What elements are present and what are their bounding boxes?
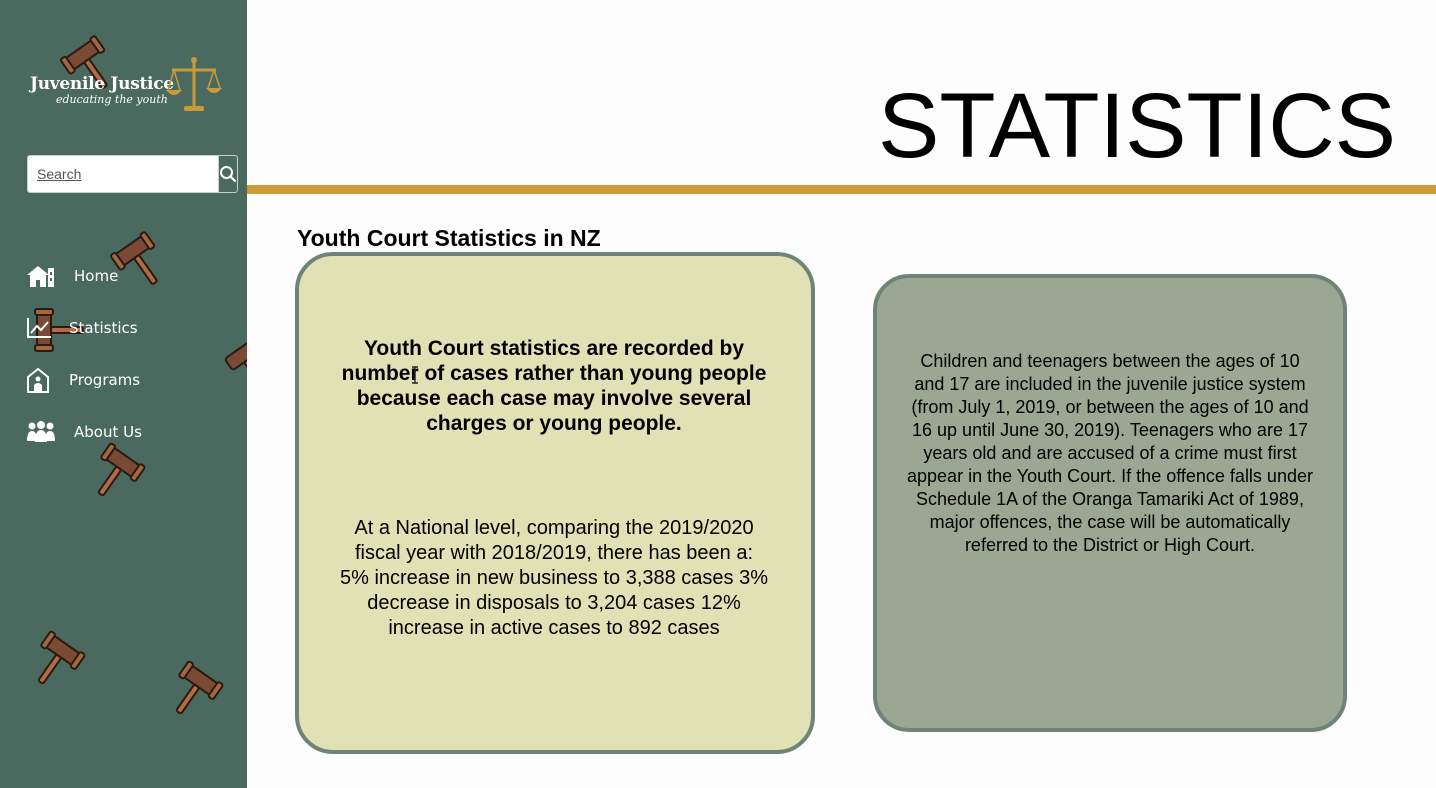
logo-title: Juvenile Justice [30,74,174,94]
scales-of-justice-icon [166,57,222,111]
nav-item-label: Programs [69,371,141,389]
nav-item-statistics[interactable]: Statistics [26,314,138,342]
nav-item-label: About Us [74,423,142,441]
gavel-icon [175,660,224,715]
nav-item-home[interactable]: Home [26,262,118,290]
search-icon [220,166,237,183]
gavel-icon [37,630,86,685]
text-cursor-icon [412,366,418,384]
section-heading: Youth Court Statistics in NZ [297,225,601,251]
nav-item-programs[interactable]: Programs [26,366,140,394]
nav-item-about-us[interactable]: About Us [26,418,142,446]
page-title: STATISTICS [878,75,1396,177]
home-icon [26,262,56,290]
gavel-icon [224,339,247,389]
sidebar: Juvenile Justice educating the youth [0,0,247,788]
people-icon [26,418,56,446]
search-input[interactable] [28,156,218,192]
gavel-icon [59,35,108,89]
search-button[interactable] [218,155,238,193]
chart-icon [26,314,56,342]
nav-item-label: Home [74,267,119,285]
gavel-icon [97,442,146,497]
logo-subtitle: educating the youth [56,93,168,106]
info-card-recording: Youth Court statistics are recorded by n… [295,252,815,754]
card-intro-text: Youth Court statistics are recorded by n… [341,337,767,435]
search-box [27,155,238,193]
gavel-icon [34,308,84,352]
card-body-text: Children and teenagers between the ages … [907,351,1313,555]
nav-item-label: Statistics [69,319,138,337]
programs-icon [26,366,56,394]
header-divider [247,185,1436,194]
card-body-text: At a National level, comparing the 2019/… [339,517,769,639]
info-card-ages: Children and teenagers between the ages … [873,274,1347,732]
gavel-icon [109,231,158,285]
